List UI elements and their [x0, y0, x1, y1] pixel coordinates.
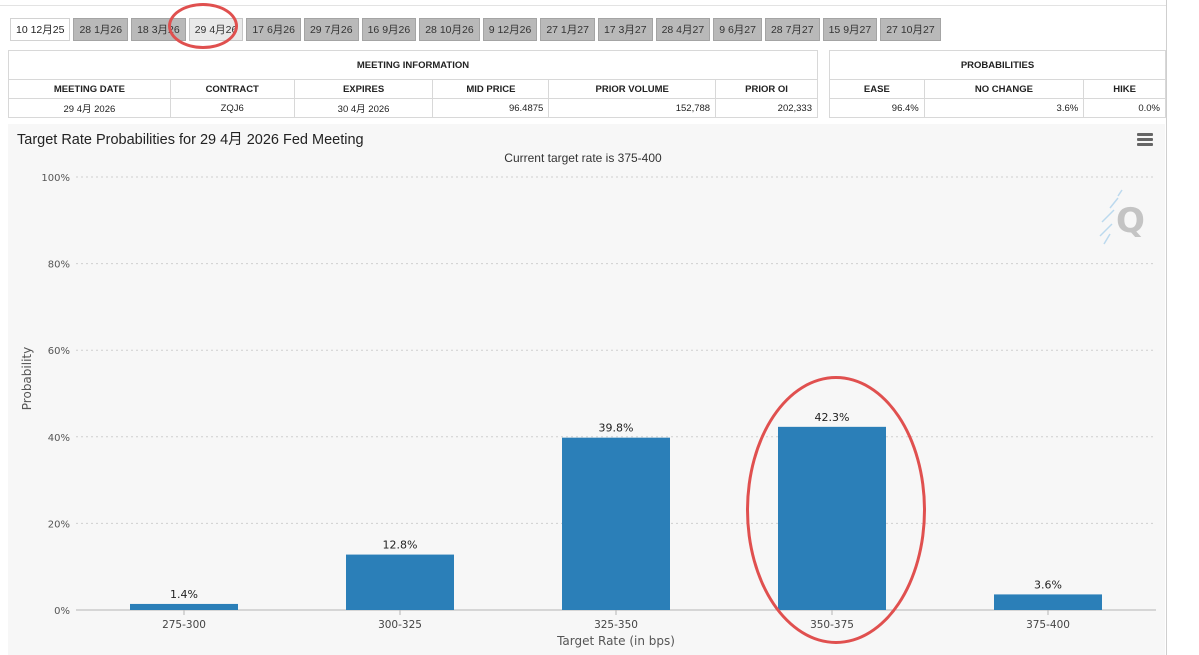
tab-7[interactable]: 28 10月26 [419, 18, 480, 41]
tab-9[interactable]: 27 1月27 [540, 18, 595, 41]
watermark-logo: Q [1098, 188, 1148, 253]
header-meeting-date: MEETING DATE [8, 79, 171, 99]
cell-hike: 0.0% [1083, 98, 1166, 118]
y-axis-title: Probability [20, 347, 34, 410]
x-tick-label: 275-300 [162, 619, 206, 631]
table-row: 29 4月 2026 ZQJ6 30 4月 2026 96.4875 152,7… [8, 98, 818, 118]
tab-1[interactable]: 28 1月26 [73, 18, 129, 41]
bar [130, 603, 238, 610]
probabilities-title: PROBABILITIES [829, 50, 1166, 80]
meeting-info-title: MEETING INFORMATION [8, 50, 818, 80]
chart-subtitle: Current target rate is 375-400 [504, 151, 662, 165]
data-label: 3.6% [1034, 578, 1062, 591]
bar [778, 426, 886, 610]
tab-11[interactable]: 28 4月27 [655, 18, 711, 41]
cell-contract: ZQJ6 [169, 98, 295, 118]
data-label: 42.3% [815, 411, 850, 424]
tab-13[interactable]: 28 7月27 [764, 18, 820, 41]
x-tick-label: 325-350 [594, 619, 638, 631]
cell-mid-price: 96.4875 [432, 98, 550, 118]
tab-5[interactable]: 29 7月26 [303, 18, 359, 41]
x-axis-title: Target Rate (in bps) [556, 634, 675, 648]
chart-menu-icon[interactable] [1137, 133, 1153, 147]
y-tick-label: 80% [48, 260, 70, 271]
tab-10[interactable]: 17 3月27 [597, 18, 653, 41]
data-label: 39.8% [599, 422, 634, 435]
header-prior-oi: PRIOR OI [715, 79, 818, 99]
tab-14[interactable]: 15 9月27 [822, 18, 878, 41]
tab-6[interactable]: 16 9月26 [361, 18, 417, 41]
meeting-date-tabs: 10 12月25 28 1月26 18 3月26 29 4月26 17 6月26 29 7… [10, 18, 941, 41]
header-ease: EASE [829, 79, 925, 99]
bar [562, 437, 670, 610]
data-label: 12.8% [383, 539, 418, 552]
table-row: 96.4% 3.6% 0.0% [829, 98, 1166, 118]
tab-12[interactable]: 9 6月27 [713, 18, 762, 41]
cell-no-change: 3.6% [923, 98, 1085, 118]
tab-8[interactable]: 9 12月26 [482, 18, 538, 41]
chart-title: Target Rate Probabilities for 29 4月 2026… [17, 132, 364, 148]
top-border [0, 5, 1166, 6]
bar [994, 594, 1102, 610]
watermark-letter: Q [1116, 201, 1145, 241]
y-tick-label: 100% [41, 173, 70, 184]
cell-prior-oi: 202,333 [715, 98, 818, 118]
header-no-change: NO CHANGE [923, 79, 1085, 99]
tab-0[interactable]: 10 12月25 [10, 18, 71, 41]
bar [346, 554, 454, 610]
x-tick-label: 300-325 [378, 619, 422, 631]
x-tick-label: 375-400 [1026, 619, 1070, 631]
y-tick-label: 40% [48, 433, 70, 444]
y-tick-label: 60% [48, 346, 70, 357]
tab-4[interactable]: 17 6月26 [246, 18, 301, 41]
y-tick-label: 0% [54, 606, 70, 617]
tab-3[interactable]: 29 4月26 [188, 18, 244, 41]
x-tick-label: 350-375 [810, 619, 854, 631]
meeting-info-table: MEETING INFORMATION MEETING DATE CONTRAC… [8, 50, 818, 118]
probabilities-table: PROBABILITIES EASE NO CHANGE HIKE 96.4% … [829, 50, 1166, 118]
tab-15[interactable]: 27 10月27 [880, 18, 941, 41]
y-tick-label: 20% [48, 519, 70, 530]
right-border [1166, 0, 1167, 655]
data-label: 1.4% [170, 588, 198, 601]
header-prior-volume: PRIOR VOLUME [548, 79, 717, 99]
